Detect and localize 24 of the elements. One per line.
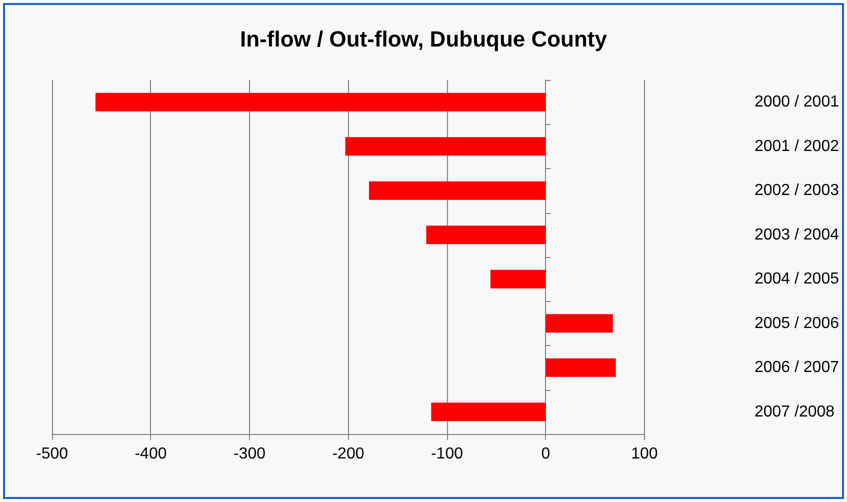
y-tick-label: 2005 / 2006: [754, 314, 840, 332]
x-tick-label: 100: [631, 446, 658, 462]
x-tick-label: -400: [134, 446, 167, 462]
bar: [431, 402, 546, 422]
bar: [345, 137, 546, 156]
y-tick-label: 2002 / 2003: [754, 182, 840, 200]
x-tick-label: -100: [430, 446, 464, 462]
y-tick-label: 2001 / 2002: [754, 138, 840, 155]
chart-title: In-flow / Out-flow, Dubuque County: [240, 26, 608, 52]
y-tick-label: 2000 / 2001: [754, 94, 840, 111]
y-tick-label: 2006 / 2007: [754, 359, 840, 376]
bar: [546, 358, 616, 377]
bar: [95, 92, 546, 112]
x-tick-label: 0: [541, 446, 550, 462]
y-tick-label: 2007 /2008: [754, 403, 835, 420]
x-tick-label: -200: [332, 446, 364, 462]
bar: [368, 181, 546, 200]
x-tick-label: -500: [36, 446, 68, 462]
y-tick-label: 2004 / 2005: [754, 270, 840, 288]
bar: [546, 314, 613, 333]
bar: [490, 270, 546, 288]
x-tick-label: -300: [233, 446, 266, 462]
bar: [426, 226, 546, 244]
y-tick-label: 2003 / 2004: [754, 226, 840, 244]
